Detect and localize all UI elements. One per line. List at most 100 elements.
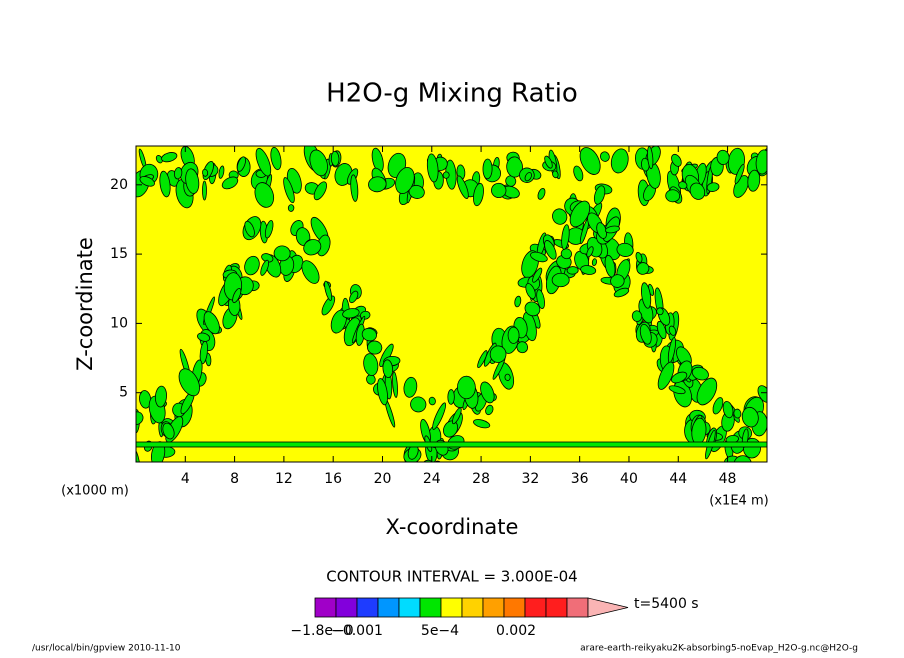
- contour-region: [410, 396, 427, 413]
- contour-region: [665, 189, 681, 203]
- contour-region: [712, 397, 724, 415]
- contour-region: [473, 419, 491, 429]
- contour-region: [301, 260, 320, 284]
- x-tick-label: 32: [521, 471, 539, 487]
- contour-region: [691, 366, 709, 381]
- contour-region: [586, 246, 594, 258]
- contour-region: [264, 220, 274, 239]
- x-tick-label: 24: [423, 471, 441, 487]
- contour-region: [287, 204, 295, 212]
- contour-region: [313, 181, 327, 201]
- contour-region: [456, 175, 469, 199]
- contour-region: [203, 311, 220, 335]
- contour-region: [491, 182, 507, 199]
- time-label: t=5400 s: [634, 596, 699, 612]
- contour-region: [514, 295, 522, 308]
- contour-region: [551, 272, 570, 288]
- contour-region: [516, 341, 529, 354]
- contour-region: [244, 255, 260, 276]
- y-unit: (x1000 m): [61, 484, 129, 499]
- contour-region: [432, 460, 447, 462]
- contour-region: [154, 385, 167, 408]
- contour-region: [641, 282, 652, 309]
- x-tick-label: 36: [571, 471, 589, 487]
- contour-region: [367, 340, 383, 355]
- contour-region: [270, 146, 282, 171]
- contour-region: [432, 402, 447, 430]
- x-tick-label: 12: [275, 471, 293, 487]
- x-tick-label: 8: [230, 471, 239, 487]
- contour-region: [631, 310, 643, 322]
- y-axis-label: Z-coordinate: [73, 237, 97, 371]
- contour-region: [482, 158, 493, 180]
- contour-region: [678, 181, 688, 190]
- contour-region: [403, 376, 418, 398]
- colorbar-label: −1.8e−0: [290, 623, 353, 639]
- contour-region: [260, 259, 270, 276]
- colorbar-box: [545, 597, 568, 618]
- contour-region: [178, 368, 200, 397]
- contour-region: [580, 265, 597, 275]
- contour-region: [716, 149, 730, 166]
- contour-region: [428, 396, 436, 406]
- contour-region: [560, 248, 572, 260]
- contour-region: [395, 167, 415, 194]
- contour-regions: [136, 146, 767, 462]
- contour-region: [392, 371, 398, 398]
- contour-region: [504, 373, 511, 381]
- contour-region: [747, 169, 761, 192]
- contour-region: [671, 153, 682, 167]
- contour-region: [741, 406, 759, 428]
- contour-region: [537, 187, 546, 200]
- colorbar-box: [503, 597, 526, 618]
- colorbar-box: [524, 597, 547, 618]
- contour-region: [506, 156, 523, 178]
- contour-region: [566, 266, 579, 275]
- contour-region: [473, 182, 484, 207]
- plot-frame: [135, 145, 768, 463]
- contour-region: [361, 327, 377, 342]
- contour-region: [507, 326, 520, 344]
- contour-region: [221, 176, 239, 190]
- contour-region: [755, 149, 767, 175]
- contour-region: [722, 400, 734, 419]
- contour-region: [162, 422, 175, 440]
- x-tick-label: 20: [374, 471, 392, 487]
- contour-region: [420, 459, 435, 462]
- contour-region: [426, 153, 439, 183]
- x-tick-label: 40: [620, 471, 638, 487]
- contour-region: [505, 175, 517, 187]
- contour-region: [734, 163, 745, 184]
- contour-region: [552, 208, 568, 225]
- contour-region: [321, 295, 336, 316]
- colorbar-label: −0.001: [331, 623, 383, 639]
- x-axis-label: X-coordinate: [386, 515, 519, 539]
- contour-region: [524, 301, 541, 317]
- contour-region: [197, 332, 211, 342]
- contour-region: [656, 307, 664, 316]
- contour-band: [136, 441, 767, 448]
- contour-region: [613, 287, 630, 298]
- contour-region: [530, 251, 548, 263]
- contour-region: [561, 224, 570, 250]
- contour-region: [161, 152, 178, 163]
- contour-region: [377, 378, 388, 406]
- contour-region: [733, 455, 752, 462]
- contour-region: [604, 225, 620, 234]
- contour-region: [273, 245, 291, 262]
- contour-region: [569, 200, 591, 228]
- colorbar-box: [335, 597, 358, 618]
- contour-region: [254, 182, 275, 208]
- x-tick-label: 44: [669, 471, 687, 487]
- colorbar-label: 0.002: [496, 623, 536, 639]
- footer-left: /usr/local/bin/gpview 2010-11-10: [32, 644, 181, 654]
- footer-right: arare-earth-reikyaku2K-absorbing5-noEvap…: [580, 644, 858, 654]
- contour-region: [668, 325, 677, 336]
- contour-region: [670, 371, 688, 384]
- contour-region: [696, 377, 718, 406]
- colorbar-box: [461, 597, 484, 618]
- contour-region: [657, 361, 675, 390]
- y-tick-label: 10: [110, 315, 128, 331]
- colorbar-box: [377, 597, 400, 618]
